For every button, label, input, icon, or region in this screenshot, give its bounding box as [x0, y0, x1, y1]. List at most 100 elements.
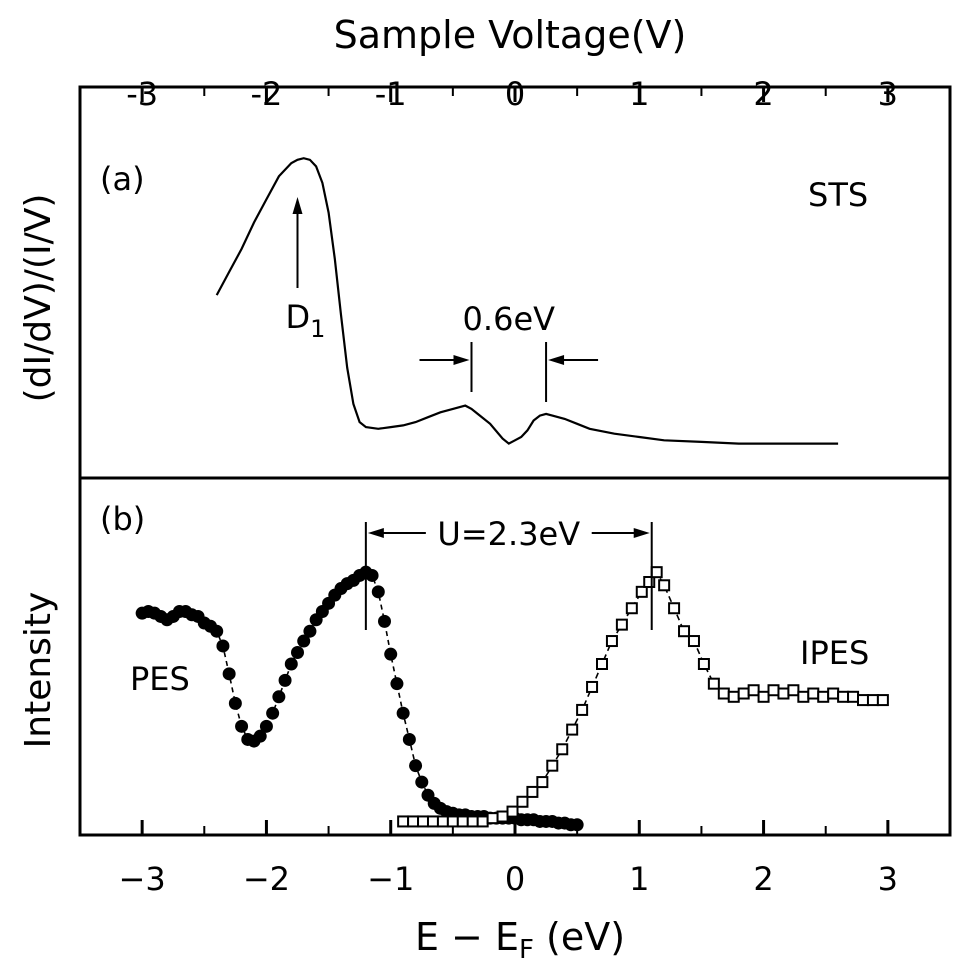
pes-point [272, 690, 286, 704]
pes-point [297, 634, 311, 648]
ipes-point [757, 690, 770, 703]
ipes-points [397, 566, 889, 828]
pes-point [216, 639, 230, 653]
top-tick-label: 2 [753, 75, 773, 113]
ipes-point [687, 635, 700, 648]
ipes-point [678, 625, 691, 638]
top-tick-label: 1 [629, 75, 649, 113]
ipes-point [556, 743, 569, 756]
pes-point [409, 759, 423, 773]
bottom-tick-label: −3 [119, 860, 166, 898]
ipes-point [546, 759, 559, 772]
ipes-point [707, 677, 720, 690]
ipes-point [486, 812, 499, 825]
ipes-point [668, 602, 681, 615]
ipes-point [866, 694, 879, 707]
top-axis-title: Sample Voltage(V) [334, 13, 687, 57]
ipes-point [426, 815, 439, 828]
ipes-point [747, 684, 760, 697]
sts-label: STS [808, 176, 868, 214]
bottom-tick-label: 0 [505, 860, 525, 898]
d1-label: D1 [286, 298, 326, 343]
ipes-point [586, 680, 599, 693]
ipes-point [625, 602, 638, 615]
bottom-tick-label: 1 [629, 860, 649, 898]
d1-main: D [286, 298, 311, 336]
top-tick-label: -3 [126, 75, 158, 113]
xlabel-sub: F [519, 935, 534, 965]
ipes-point [576, 703, 589, 716]
pes-point [284, 657, 298, 671]
gap-right-arrow-head [548, 355, 565, 365]
sts-series-line [215, 157, 839, 445]
ipes-point [717, 687, 730, 700]
gap-left-arrow-head [453, 355, 470, 365]
pes-point [266, 706, 280, 720]
ipes-point [436, 815, 449, 828]
pes-point [253, 729, 267, 743]
panel-b-annotations [364, 522, 653, 630]
panel-a-annotations [292, 197, 599, 402]
ipes-point [787, 684, 800, 697]
pes-point [303, 624, 317, 638]
pes-point [259, 719, 273, 733]
ipes-point [456, 815, 469, 828]
u-label: U=2.3eV [437, 515, 580, 553]
d1-arrow-head [292, 197, 303, 214]
u-left-arrow-head [367, 528, 384, 538]
pes-point [291, 646, 304, 660]
ipes-point [767, 684, 780, 697]
ylabel-a: (dI/dV)/(I/V) [18, 194, 59, 403]
d1-sub: 1 [310, 315, 325, 343]
ipes-point [496, 810, 509, 823]
bottom-axis-title: E − EF (eV) [415, 915, 625, 965]
top-tick-label: -2 [250, 75, 282, 113]
pes-point [390, 677, 404, 691]
ipes-point [566, 723, 579, 736]
top-tick-label: 0 [505, 75, 525, 113]
bottom-tick-label: −1 [367, 860, 414, 898]
ipes-point [817, 690, 830, 703]
pes-series-label: PES [130, 660, 190, 698]
ipes-point [536, 776, 549, 789]
pes-point [384, 647, 398, 661]
pes-point [222, 667, 236, 681]
ipes-series-label: IPES [800, 634, 869, 672]
pes-point [228, 696, 242, 710]
pes-dashed-line [141, 571, 578, 826]
panel-label-b: (b) [100, 500, 145, 538]
ipes-point [476, 815, 489, 828]
ipes-point [596, 658, 608, 670]
pes-point [378, 614, 391, 628]
ipes-point [446, 815, 459, 828]
ipes-point [605, 635, 618, 648]
ipes-point [407, 815, 420, 828]
ipes-point [466, 815, 479, 828]
pes-point [210, 624, 224, 638]
pes-point [415, 775, 429, 789]
bottom-tick-label: 3 [878, 860, 898, 898]
pes-point [365, 568, 379, 582]
ipes-point [650, 566, 663, 579]
top-tick-label: -1 [375, 75, 407, 113]
panel-label-a: (a) [100, 160, 145, 198]
ipes-point [777, 687, 790, 700]
pes-point [396, 706, 410, 720]
top-axis-ticks: -3 -2 -1 0 1 2 3 [126, 75, 898, 113]
xlabel-main: E − E [415, 915, 519, 959]
ipes-point [876, 694, 889, 707]
ylabel-b: Intensity [18, 592, 59, 749]
bottom-axis-ticks: −3 −2 −1 0 1 2 3 [119, 820, 898, 898]
ipes-point [516, 795, 529, 808]
ipes-point [737, 687, 750, 700]
ipes-point [506, 805, 519, 818]
ipes-point [837, 690, 850, 703]
xlabel-unit: (eV) [534, 915, 625, 959]
ipes-point [397, 815, 410, 828]
ipes-point [697, 658, 710, 670]
ipes-point [658, 579, 671, 592]
ipes-point [857, 694, 869, 707]
ipes-point [807, 687, 820, 700]
ipes-point [615, 618, 628, 631]
pes-point [570, 818, 584, 832]
